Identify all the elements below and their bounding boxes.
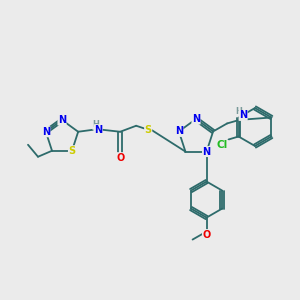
Text: N: N [202,147,211,157]
Text: O: O [202,230,211,240]
Text: H: H [236,107,243,116]
Text: S: S [68,146,76,156]
Text: N: N [175,126,183,136]
Text: O: O [116,153,124,163]
Text: N: N [192,114,200,124]
Text: S: S [145,125,152,135]
Text: N: N [239,110,247,120]
Text: N: N [94,125,102,135]
Text: H: H [93,120,100,129]
Text: Cl: Cl [217,140,228,151]
Text: N: N [42,127,50,137]
Text: N: N [58,115,66,125]
